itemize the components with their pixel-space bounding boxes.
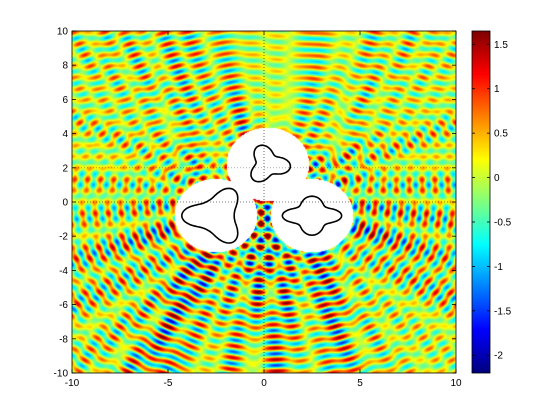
y-tick-label: 10 <box>57 27 69 38</box>
scatterer-outline-curved-triangle <box>180 187 239 244</box>
y-tick-label: -6 <box>59 300 68 311</box>
y-tick-label: -10 <box>54 369 69 380</box>
scatterer-outline-four-lobed <box>281 195 343 237</box>
y-tick-label: -4 <box>59 266 68 277</box>
colorbar-tick-label: -0.5 <box>494 217 512 228</box>
colorbar-frame <box>471 30 491 374</box>
scatterer-outline-trefoil <box>250 144 292 183</box>
colorbar-tick-label: 1 <box>494 84 500 95</box>
x-tick-label: 0 <box>261 378 267 389</box>
x-tick-label: -5 <box>164 378 173 389</box>
colorbar-tick-label: -1 <box>494 262 503 273</box>
colorbar-tick-label: -1.5 <box>494 306 512 317</box>
colorbar: 1.5 1 0.5 0 -0.5 -1 -1.5 -2 <box>471 30 512 374</box>
field-plot: -10 -5 0 5 10 -10 -8 -6 -4 -2 0 2 4 6 8 10 <box>54 27 462 390</box>
colorbar-tick-label: 1.5 <box>494 40 508 51</box>
x-tick-label: 5 <box>357 378 363 389</box>
y-tick-label: -8 <box>59 334 68 345</box>
colorbar-tick-label: 0.5 <box>494 129 508 140</box>
y-tick-label: 4 <box>62 129 68 140</box>
y-tick-label: 0 <box>62 198 68 209</box>
colorbar-gradient <box>472 31 490 373</box>
colorbar-tick-label: -2 <box>494 351 503 362</box>
y-tick-label: 2 <box>62 163 68 174</box>
x-tick-label: 10 <box>450 378 462 389</box>
x-tick-label: -10 <box>65 378 80 389</box>
y-tick-label: 6 <box>62 95 68 106</box>
y-tick-label: 8 <box>62 61 68 72</box>
y-tick-label: -2 <box>59 232 68 243</box>
colorbar-tick-label: 0 <box>494 173 500 184</box>
